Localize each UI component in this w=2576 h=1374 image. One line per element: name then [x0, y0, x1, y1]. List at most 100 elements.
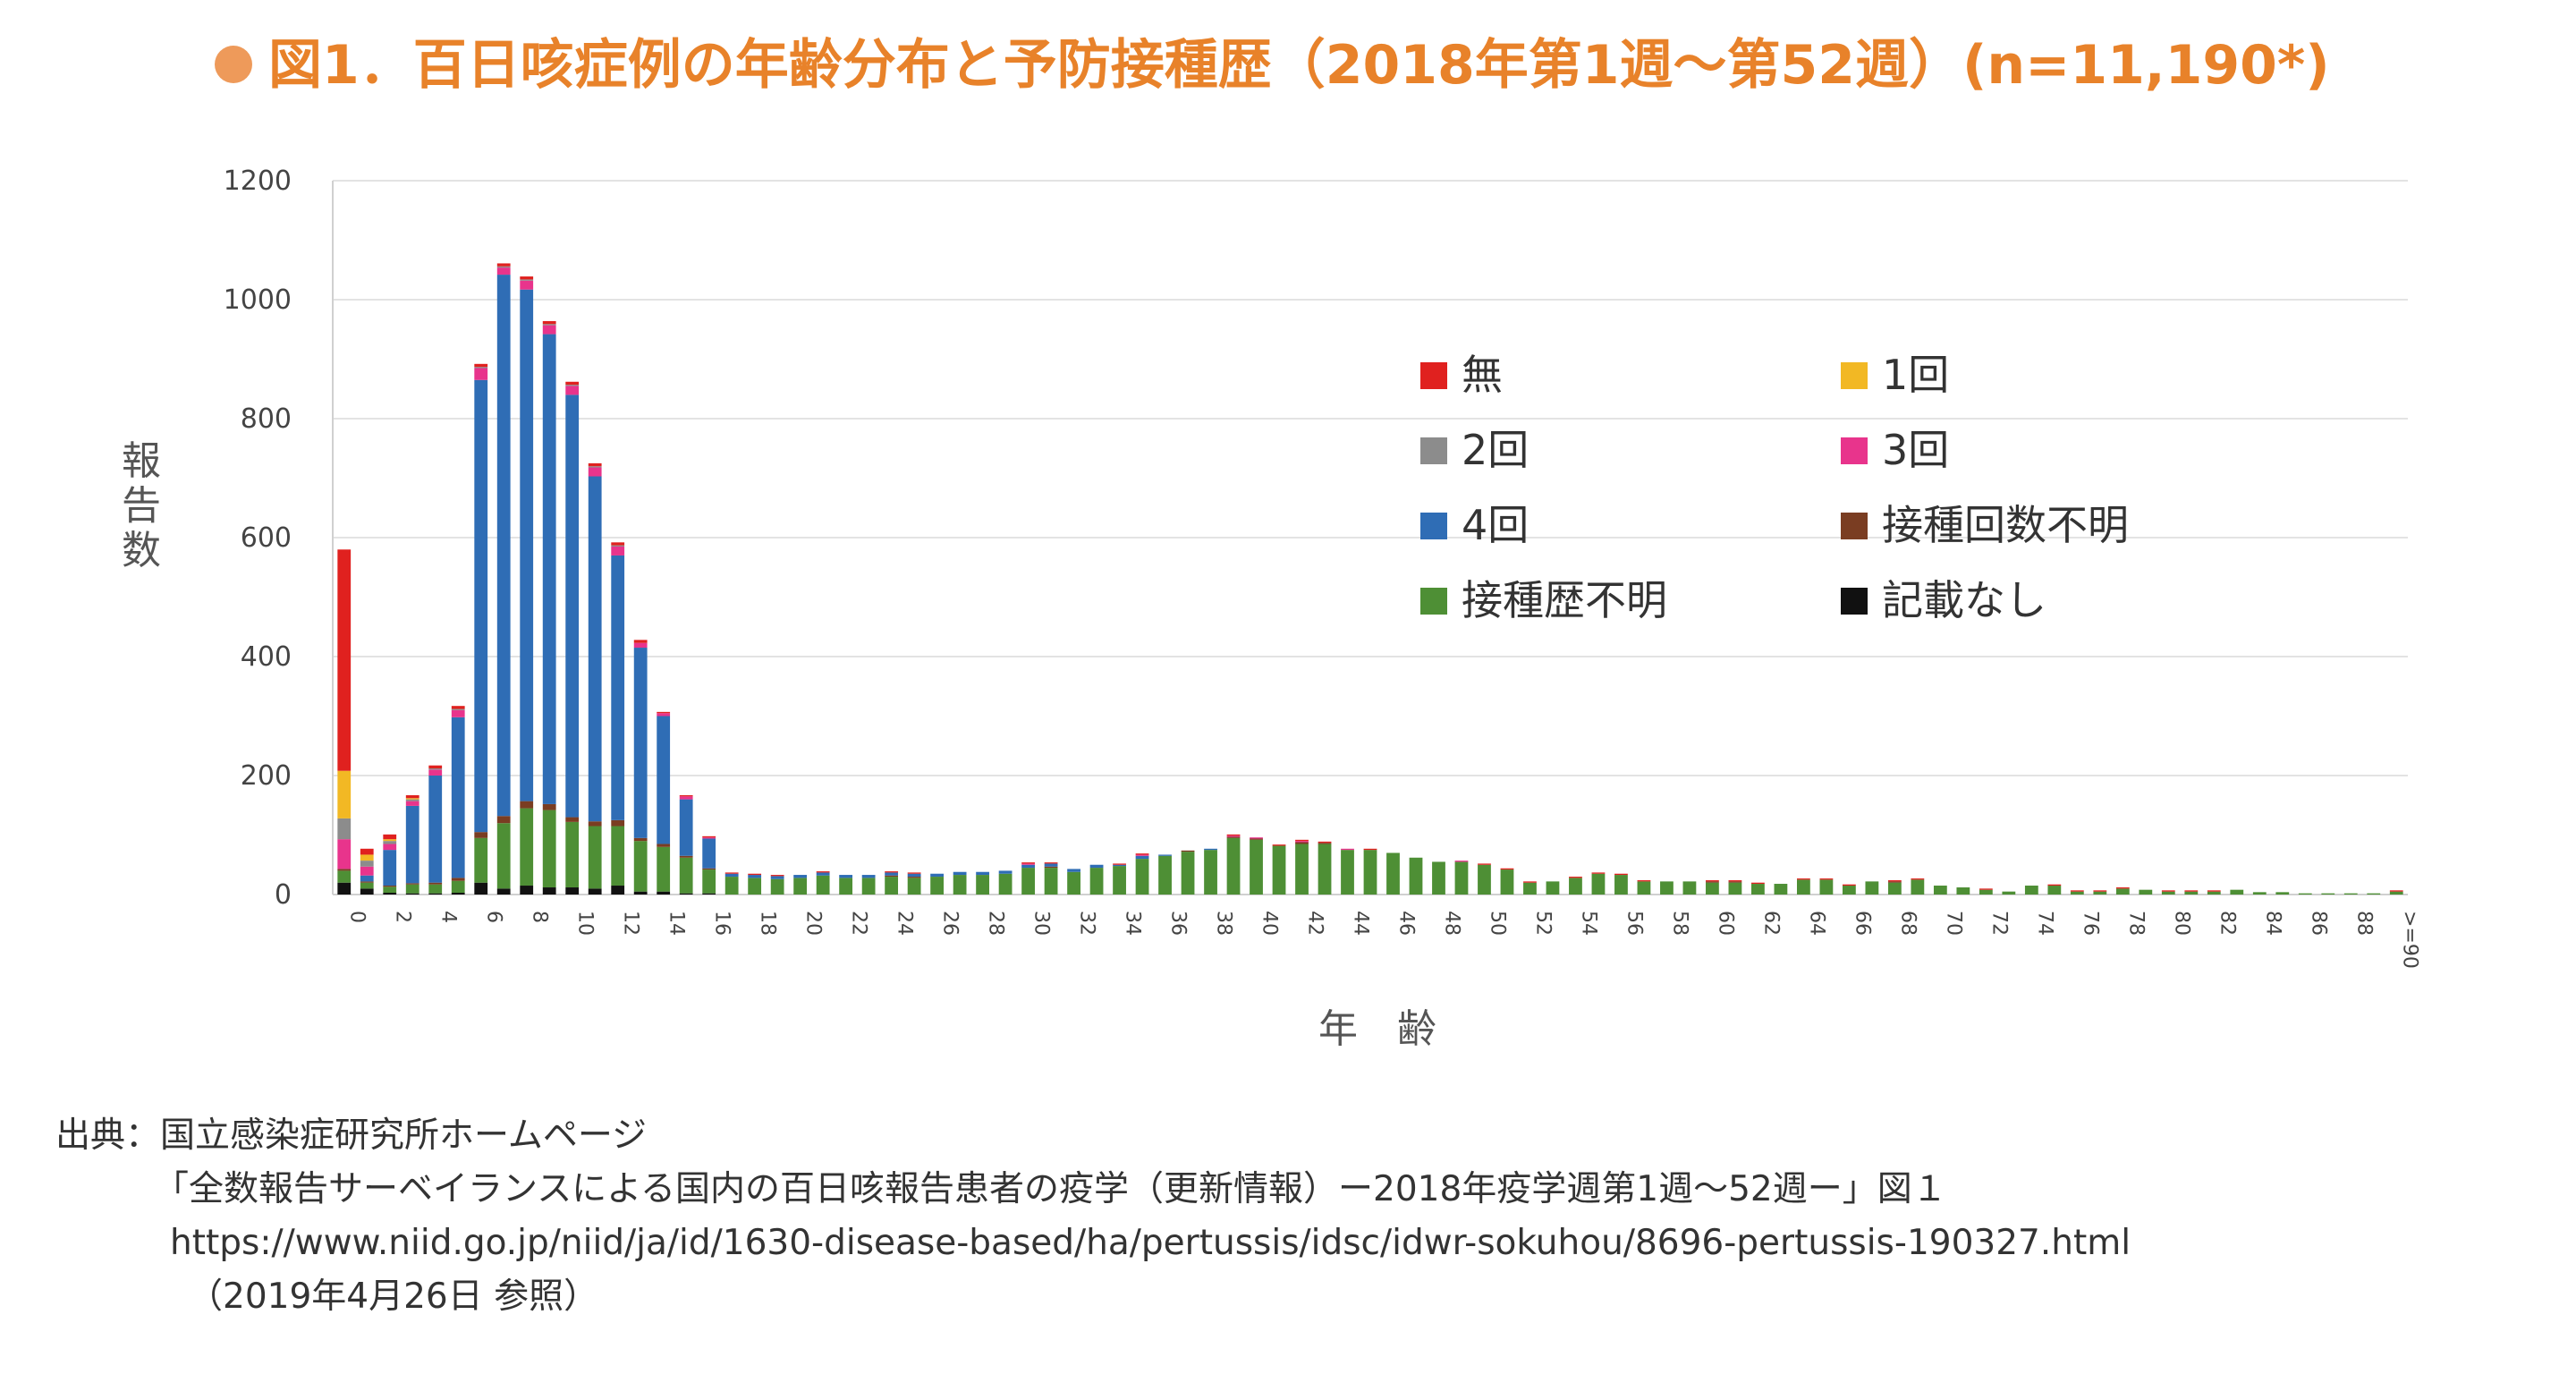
- x-tick-label: 20: [802, 911, 825, 936]
- bar-segment: [520, 279, 534, 281]
- x-tick-label: 32: [1076, 911, 1098, 936]
- bar-segment: [1979, 888, 1993, 890]
- bar-segment: [816, 872, 830, 876]
- bar-segment: [702, 835, 716, 838]
- bar-segment: [1044, 862, 1058, 864]
- bar-segment: [1021, 868, 1035, 895]
- x-tick-label: 42: [1304, 911, 1326, 936]
- bar-segment: [2161, 891, 2175, 895]
- bar-segment: [657, 711, 671, 714]
- bar-segment: [405, 883, 419, 885]
- bar-segment: [474, 882, 488, 895]
- bar-segment: [1318, 841, 1332, 844]
- x-tick-label: 30: [1030, 911, 1053, 936]
- x-tick-label: 10: [574, 911, 597, 936]
- bar-segment: [1819, 879, 1834, 895]
- bar-segment: [1887, 880, 1902, 882]
- bar-segment: [1797, 879, 1810, 895]
- bar-segment: [1523, 881, 1537, 883]
- bar-segment: [1295, 841, 1309, 843]
- bar-segment: [496, 275, 511, 817]
- bar-segment: [405, 805, 419, 884]
- bar-segment: [1044, 866, 1058, 869]
- bar-segment: [611, 886, 625, 895]
- bar-segment: [1226, 835, 1241, 837]
- bar-segment: [748, 873, 762, 876]
- x-axis: 0 2 4 6 8 10 12 14 16 18 20 22 24 26 28 30 32 34 36 38 40 42 4…: [346, 911, 2421, 969]
- bar-segment: [496, 267, 511, 276]
- bar-segment: [383, 844, 397, 851]
- bar-segment: [405, 794, 419, 799]
- y-tick-label: 600: [241, 522, 292, 554]
- x-tick-label: 66: [1851, 911, 1873, 936]
- bar-segment: [611, 819, 625, 827]
- bar-segment: [1067, 871, 1080, 895]
- bar-segment: [565, 887, 580, 895]
- bar-segment: [588, 826, 602, 889]
- legend-label: 1回: [1882, 351, 1949, 399]
- bar-segment: [2161, 890, 2175, 892]
- bar-segment: [976, 871, 989, 876]
- bar-segment: [520, 289, 534, 802]
- x-tick-label: 48: [1441, 911, 1463, 936]
- x-tick-label: 14: [665, 911, 688, 936]
- x-tick-label: 54: [1578, 911, 1600, 936]
- y-axis: 0 200 400 600 800 1000 1200: [224, 165, 2408, 911]
- x-tick-label: 58: [1668, 911, 1690, 936]
- x-tick-label: 24: [894, 911, 916, 936]
- bar-segment: [679, 796, 693, 800]
- bar-segment: [542, 325, 556, 335]
- bar-segment: [1341, 850, 1354, 895]
- bar-segment: [1751, 884, 1765, 895]
- bar-segment: [1135, 854, 1149, 856]
- bar-segment: [724, 872, 739, 874]
- bar-segment: [679, 893, 693, 895]
- x-tick-label: 68: [1896, 911, 1919, 936]
- bar-segment: [588, 888, 602, 895]
- bar-segment: [337, 818, 352, 840]
- bar-segment: [405, 801, 419, 806]
- bar-segment: [360, 866, 374, 876]
- bar-segment: [702, 838, 716, 869]
- bar-segment: [2139, 889, 2153, 895]
- bar-segment: [1113, 866, 1126, 895]
- bar-segment: [2252, 892, 2267, 895]
- legend-swatch: [1841, 362, 1868, 389]
- bar-segment: [998, 870, 1013, 874]
- bar-segment: [1135, 853, 1149, 855]
- bar-segment: [2389, 890, 2403, 892]
- bar-segment: [360, 881, 374, 883]
- bar-segment: [428, 765, 443, 769]
- bar-segment: [1272, 844, 1286, 846]
- bar-segment: [1614, 875, 1628, 895]
- bar-segment: [816, 871, 830, 873]
- bar-segment: [451, 717, 465, 878]
- bar-segment: [1478, 864, 1491, 895]
- bar-segment: [360, 848, 374, 855]
- bar-segment: [2184, 890, 2199, 892]
- bar-segment: [1272, 845, 1286, 895]
- bar-segment: [1113, 864, 1126, 867]
- bar-segment: [1226, 836, 1241, 838]
- y-tick-label: 0: [275, 879, 292, 911]
- bar-segment: [496, 816, 511, 824]
- bar-segment: [770, 876, 784, 879]
- bar-segment: [679, 794, 693, 797]
- bar-segment: [474, 837, 488, 883]
- bar-segment: [1569, 877, 1582, 878]
- bar-segment: [1021, 864, 1035, 869]
- bar-segment: [1044, 868, 1058, 895]
- bar-segment: [1250, 839, 1263, 895]
- bar-segment: [611, 555, 625, 820]
- legend-swatch: [1841, 437, 1868, 464]
- bar-segment: [930, 873, 944, 878]
- bar-segment: [1478, 863, 1491, 865]
- bar-segment: [1067, 869, 1080, 872]
- bar-segment: [474, 367, 488, 369]
- x-tick-label: 82: [2216, 911, 2238, 936]
- bar-segment: [520, 280, 534, 290]
- bar-segment: [1204, 850, 1217, 895]
- bar-segment: [793, 875, 808, 878]
- x-tick-label: 52: [1532, 911, 1555, 936]
- bar-segment: [1614, 873, 1628, 876]
